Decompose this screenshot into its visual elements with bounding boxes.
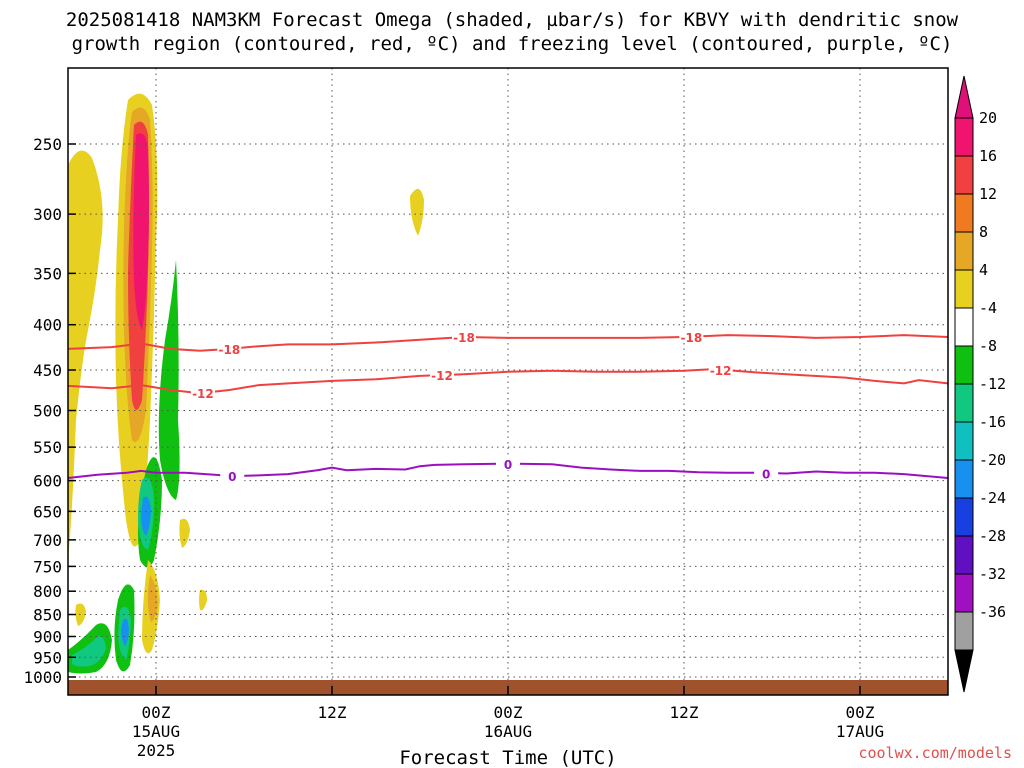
colorbar-label: 20 xyxy=(979,109,997,127)
x-tick-label: 12Z xyxy=(318,703,347,722)
y-tick-label: 500 xyxy=(33,402,62,421)
contour-label-bg xyxy=(452,330,476,344)
contour-label: -18 xyxy=(680,331,702,345)
colorbar-swatch xyxy=(954,117,974,157)
y-tick-label: 250 xyxy=(33,135,62,154)
x-tick-date: 16AUG xyxy=(484,722,532,741)
y-tick-label: 300 xyxy=(33,205,62,224)
y-tick-label: 1000 xyxy=(23,668,62,687)
contour-label: 0 xyxy=(228,470,236,484)
colorbar-label: -28 xyxy=(979,527,1006,545)
colorbar-label: -36 xyxy=(979,603,1006,621)
colorbar-swatch xyxy=(954,497,974,537)
x-tick-date: 17AUG xyxy=(836,722,884,741)
credit-text: coolwx.com/models xyxy=(858,744,1012,762)
contour-label: -18 xyxy=(218,343,240,357)
contour-label: -12 xyxy=(710,364,732,378)
colorbar-swatch xyxy=(954,269,974,309)
y-tick-label: 650 xyxy=(33,502,62,521)
colorbar: 20 16 12 8 4 -4 -8 -12 -16 -20 -24 -28 -32 -36 xyxy=(954,75,1006,693)
colorbar-top-arrow xyxy=(954,75,974,119)
chart-contours: -18 -18 -18 -12 -12 -12 0 0 0 xyxy=(68,330,948,484)
colorbar-label: 4 xyxy=(979,261,988,279)
y-tick-label: 850 xyxy=(33,606,62,625)
x-axis-label: Forecast Time (UTC) xyxy=(399,747,616,768)
contour-label: 0 xyxy=(504,458,512,472)
contour-label: -12 xyxy=(431,369,453,383)
colorbar-label: -12 xyxy=(979,375,1006,393)
chart-title-line1: 2025081418 NAM3KM Forecast Omega (shaded… xyxy=(65,9,959,31)
contour-label-bg xyxy=(220,469,245,483)
contour-label-bg xyxy=(496,457,520,471)
colorbar-label: -4 xyxy=(979,299,997,317)
y-axis: 250 300 350 400 450 500 550 600 650 700 750 800 850 9… xyxy=(23,135,76,687)
omega-shading xyxy=(68,93,424,674)
colorbar-bottom-arrow xyxy=(954,649,974,693)
x-tick-label: 12Z xyxy=(670,703,699,722)
y-tick-label: 400 xyxy=(33,316,62,335)
colorbar-label: -8 xyxy=(979,337,997,355)
colorbar-label: 8 xyxy=(979,223,988,241)
x-tick-year: 2025 xyxy=(137,741,176,760)
colorbar-label: 16 xyxy=(979,147,997,165)
contour-label: -18 xyxy=(453,331,475,345)
colorbar-label: -20 xyxy=(979,451,1006,469)
colorbar-label: -32 xyxy=(979,565,1006,583)
contour-label-bg xyxy=(708,362,733,376)
colorbar-swatch xyxy=(954,155,974,195)
x-tick-date: 15AUG xyxy=(132,722,180,741)
y-tick-label: 350 xyxy=(33,264,62,283)
contour-label-bg xyxy=(679,330,704,344)
contour-line xyxy=(68,334,948,352)
y-tick-label: 800 xyxy=(33,582,62,601)
contour-label-bg xyxy=(190,386,215,400)
contour-label-bg xyxy=(217,341,242,355)
colorbar-swatch xyxy=(954,421,974,461)
y-tick-label: 550 xyxy=(33,438,62,457)
y-tick-label: 950 xyxy=(33,648,62,667)
y-tick-label: 450 xyxy=(33,361,62,380)
colorbar-swatch xyxy=(954,611,974,651)
contour-label: 0 xyxy=(762,467,770,481)
colorbar-swatch xyxy=(954,573,974,613)
contour-label-bg xyxy=(754,466,779,480)
colorbar-swatch xyxy=(954,459,974,499)
colorbar-label: -16 xyxy=(979,413,1006,431)
x-tick-label: 00Z xyxy=(494,703,523,722)
chart-grid xyxy=(68,68,948,695)
colorbar-swatch xyxy=(954,193,974,233)
y-tick-label: 900 xyxy=(33,627,62,646)
contour-label: -12 xyxy=(192,387,214,401)
contour-label-bg xyxy=(430,368,454,382)
y-tick-label: 600 xyxy=(33,472,62,491)
y-tick-label: 700 xyxy=(33,531,62,550)
x-tick-label: 00Z xyxy=(846,703,875,722)
x-tick-label: 00Z xyxy=(142,703,171,722)
colorbar-swatch xyxy=(954,345,974,385)
colorbar-swatch xyxy=(954,231,974,271)
colorbar-swatch xyxy=(954,535,974,575)
chart-title-line2: growth region (contoured, red, ºC) and f… xyxy=(71,33,953,55)
y-tick-label: 750 xyxy=(33,557,62,576)
colorbar-swatch xyxy=(954,307,974,347)
colorbar-swatch xyxy=(954,383,974,423)
colorbar-label: 12 xyxy=(979,185,997,203)
colorbar-label: -24 xyxy=(979,489,1006,507)
